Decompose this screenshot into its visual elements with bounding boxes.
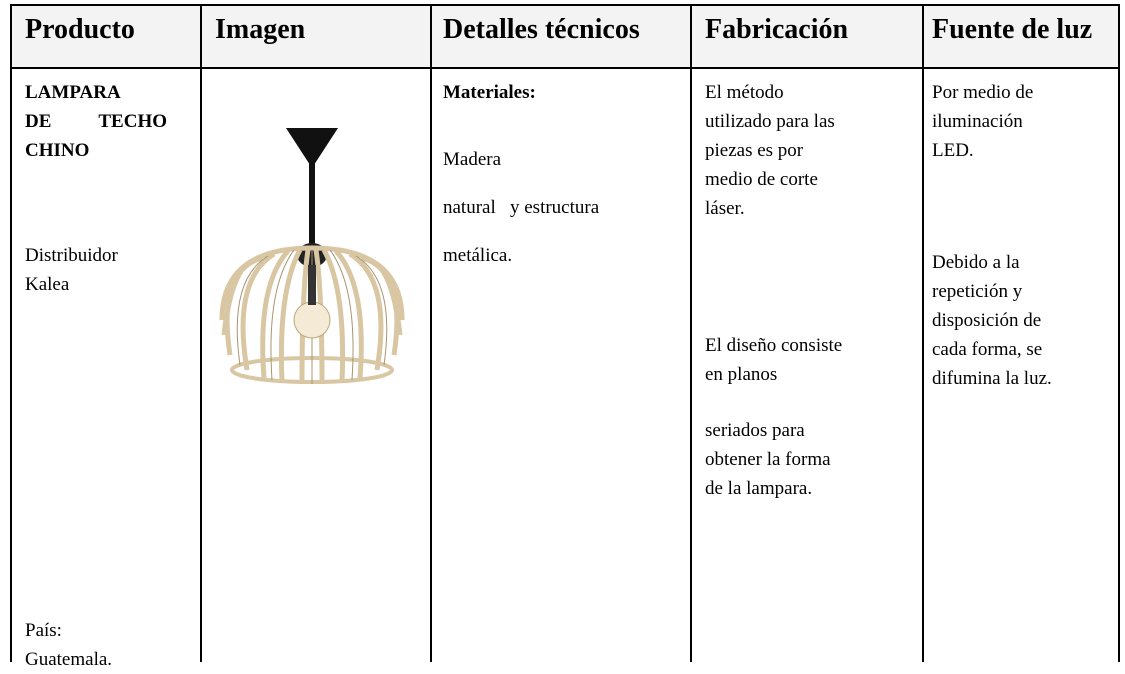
text-line: Distribuidor [25,245,118,266]
text-line: Debido a la [932,252,1020,273]
text-line: País: [25,620,62,641]
text-line: Kalea [25,274,70,295]
text-line: El método [705,82,784,103]
text-line: Madera [443,149,502,170]
table-border [1118,5,1120,662]
text-line: CHINO [25,140,90,161]
text-line: láser. [705,198,745,219]
text-line: LED. [932,140,974,161]
column-header: Fabricación [705,14,849,45]
table-border [690,5,692,662]
light-source-text: Debido a la repetición y disposición de cad… [932,248,1052,393]
text-line: seriados para [705,420,805,441]
table-border [10,67,1120,69]
text-line: disposición de [932,310,1042,331]
text-line: de la lampara. [705,478,813,499]
text-line: DE TECHO [25,111,167,132]
text-line: cada forma, se [932,339,1043,360]
text-line: en planos [705,364,778,385]
text-line: natural y estructura [443,197,600,218]
text-line: piezas es por [705,140,804,161]
light-source-text: Por medio de iluminación LED. [932,78,1033,165]
manufacturing-text: seriados para obtener la forma de la lampa… [705,416,831,503]
technical-heading: Materiales: [443,82,536,103]
table-border [10,4,1120,6]
table-border [922,5,924,662]
lamp-image [219,128,405,385]
text-line: Guatemala. [25,649,113,670]
text-line: LAMPARA [25,82,121,103]
technical-details: Madera natural y estructura metálica. [443,136,599,280]
column-header: Detalles técnicos [443,14,640,45]
column-header: Imagen [215,14,306,45]
table-border [430,5,432,662]
text-line: obtener la forma [705,449,831,470]
text-line: metálica. [443,245,513,266]
product-name: LAMPARA DE TECHO CHINO [25,78,167,165]
country: País: Guatemala. [25,616,112,674]
text-line: iluminación [932,111,1023,132]
manufacturing-text: El diseño consiste en planos [705,331,842,389]
header-row [10,5,1118,68]
table-border [10,5,12,662]
text-line: utilizado para las [705,111,835,132]
text-line: El diseño consiste [705,335,843,356]
text-line: difumina la luz. [932,368,1052,389]
distributor: Distribuidor Kalea [25,241,118,299]
column-header: Producto [25,14,135,45]
table-border [200,5,202,662]
manufacturing-text: El método utilizado para las piezas es por… [705,78,835,223]
text-line: Por medio de [932,82,1034,103]
column-header: Fuente de luz [932,14,1093,45]
text-line: medio de corte [705,169,818,190]
text-line: repetición y [932,281,1023,302]
